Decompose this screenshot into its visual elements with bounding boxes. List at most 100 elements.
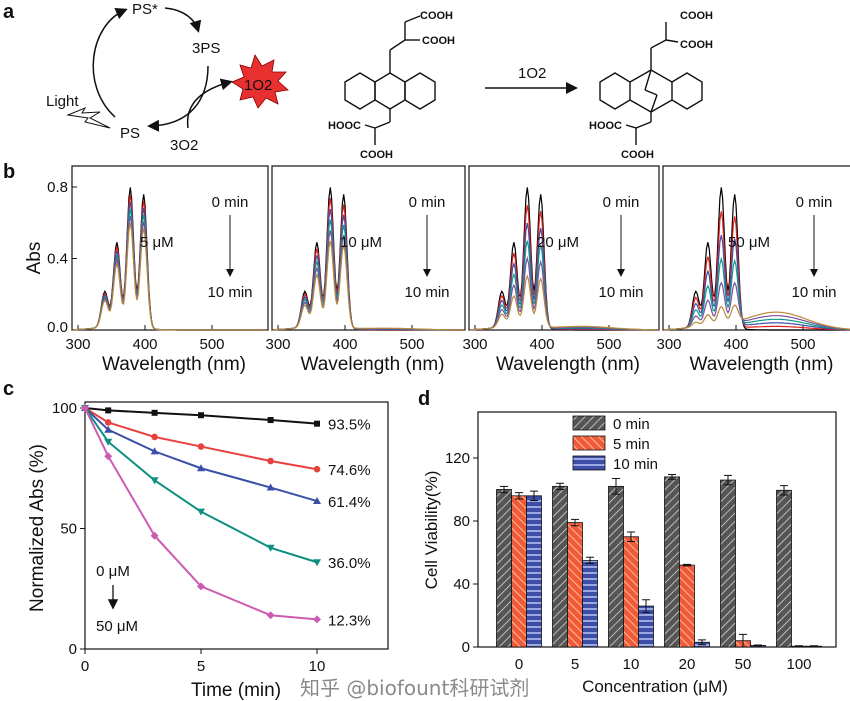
panel-d-x-axis-label: Concentration (μM) (582, 677, 728, 696)
data-point (81, 404, 89, 412)
data-point (150, 531, 159, 540)
concentration-label: 50 μM (728, 234, 770, 251)
legend-swatch (572, 415, 606, 431)
y-tick-label: 50 (60, 521, 77, 538)
panel-letter-d: d (418, 388, 430, 410)
time-start-label: 0 min (603, 194, 640, 211)
time-start-label: 0 min (796, 194, 833, 211)
x-tick-label: 10 (309, 658, 326, 675)
bar-0-min (496, 489, 512, 648)
bar-5-min (511, 495, 527, 648)
series-end-label: 74.6% (328, 462, 371, 479)
data-point (314, 420, 320, 427)
ps-triplet-label: 3PS (192, 40, 220, 57)
error-bar (627, 531, 635, 542)
x-tick-label: 300 (265, 336, 290, 353)
series-end-label: 61.4% (328, 494, 371, 511)
bar-0-min (776, 489, 792, 648)
series-line-1 (84, 407, 318, 471)
spectrum-line-4 (663, 281, 850, 331)
legend-label: 5 min (613, 436, 650, 453)
error-bar (556, 482, 564, 490)
error-bar (780, 485, 788, 496)
watermark: 知乎 @biofount科研试剂 (300, 676, 530, 700)
data-point (266, 544, 275, 552)
x-tick-label: 100 (786, 656, 811, 673)
time-start-label: 0 min (212, 194, 249, 211)
legend-swatch (572, 435, 606, 451)
x-tick-label: 0 (515, 656, 523, 673)
time-end-label: 10 min (404, 284, 449, 301)
panel-c-y-axis-label: Normalized Abs (%) (27, 444, 48, 612)
plot-frame (84, 401, 389, 650)
time-end-label: 10 min (207, 284, 252, 301)
concentration-label: 10 μM (340, 234, 382, 251)
y-tick-label: 0 (69, 641, 77, 658)
series-line-0 (84, 407, 318, 425)
x-tick-label: 5 (571, 656, 579, 673)
singlet-oxygen-label: 1O2 (244, 77, 272, 94)
data-point (267, 457, 274, 465)
error-bar (612, 477, 620, 495)
x-tick-label: 400 (132, 336, 157, 353)
x-tick-label: 300 (462, 336, 487, 353)
x-tick-label: 300 (656, 336, 681, 353)
error-bar (668, 474, 676, 480)
x-tick-label: 20 (679, 656, 696, 673)
error-bar (724, 474, 732, 486)
cooh-label-2: COOH (422, 35, 455, 47)
spectrum-line-2 (663, 234, 850, 331)
panel-letter-b: b (3, 161, 15, 183)
x-axis-label: Wavelength (nm) (690, 354, 834, 375)
concentration-label: 5 μM (140, 234, 174, 251)
bar-0-min (552, 485, 568, 648)
panel-d-y-axis-label: Cell Viability(%) (422, 471, 441, 590)
spectrum-line-5 (469, 274, 659, 331)
data-point (197, 443, 205, 450)
spectrum-line-3 (663, 256, 850, 331)
data-point (266, 611, 275, 620)
arrow-relaxation (147, 65, 209, 132)
bar-0-min (608, 485, 624, 648)
bar-5-min (623, 536, 639, 648)
error-bar (500, 485, 508, 494)
series-end-label: 93.5% (328, 417, 371, 434)
data-point (313, 465, 321, 473)
data-point (150, 447, 159, 455)
arrow-energy-transfer (186, 78, 233, 129)
y-tick-label: 120 (445, 450, 470, 467)
x-tick-label: 300 (65, 336, 90, 353)
spectrum-line-5 (663, 304, 850, 331)
arrow-excitation (92, 8, 128, 118)
bar-10-min (526, 495, 542, 648)
data-point (104, 438, 113, 446)
error-bar (571, 518, 579, 527)
y-tick-label: 100 (52, 400, 77, 417)
x-tick-label: 500 (596, 336, 621, 353)
y-tick-label: 0.4 (47, 251, 68, 268)
panel-b-y-axis-label: Abs (24, 242, 45, 275)
concentration-end-annotation: 50 μM (96, 618, 138, 635)
data-point (267, 417, 274, 424)
bar-5-min (679, 564, 695, 648)
x-axis-label: Wavelength (nm) (301, 354, 445, 375)
data-point (151, 433, 158, 441)
panel-letter-c: c (3, 378, 14, 400)
error-bar (739, 633, 747, 648)
panel-letter-a: a (3, 1, 15, 23)
series-line-2 (84, 407, 318, 502)
series-line-4 (84, 407, 318, 621)
light-label: Light (46, 93, 79, 110)
data-point (104, 419, 112, 426)
data-point (313, 497, 321, 505)
data-point (198, 412, 204, 419)
photosensitizer-cycle-scheme: PS* 3PS PS Light 3O2 1O2 (46, 1, 289, 154)
x-tick-label: 400 (529, 336, 554, 353)
legend-label: 10 min (613, 456, 658, 473)
data-point (266, 483, 275, 491)
error-bar (586, 556, 594, 565)
legend-label: 0 min (613, 416, 650, 433)
data-point (197, 508, 205, 516)
hooc-label-2: HOOC (589, 120, 622, 132)
